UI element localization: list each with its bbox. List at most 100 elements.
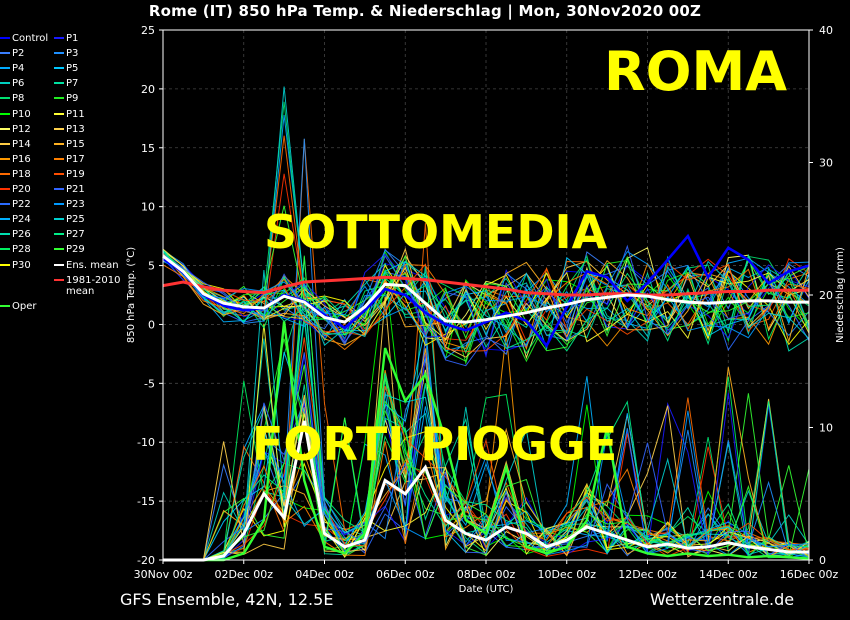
legend-swatch — [0, 203, 10, 206]
y2-tick-label-0: 40 — [819, 24, 833, 37]
x-axis-label: Date (UTC) — [459, 584, 514, 595]
temp-member-P11 — [162, 248, 810, 343]
legend-swatch — [0, 157, 10, 160]
legend-label: P17 — [66, 153, 85, 165]
legend-swatch — [0, 248, 10, 251]
legend-entry-oper: Oper — [0, 301, 36, 312]
legend-entry-p30: P30 — [0, 260, 31, 271]
legend-entry-p14: P14 — [0, 139, 31, 150]
legend-entry-control: Control — [0, 33, 48, 44]
y2-tick-label-1: 30 — [819, 157, 833, 170]
precip-member-P15 — [163, 348, 810, 561]
x-tick-label-5: 10Dec 00z — [537, 568, 596, 581]
legend-entry-p7: P7 — [54, 78, 78, 89]
x-tick-label-6: 12Dec 00z — [618, 568, 677, 581]
legend-entry-p2: P2 — [0, 48, 24, 59]
legend-swatch — [54, 127, 64, 130]
y-axis-label: 850 hPa Temp. (°C) — [126, 247, 137, 343]
legend-swatch — [54, 203, 64, 206]
temp-clim-mean-line — [162, 275, 809, 297]
legend-label: P27 — [66, 229, 85, 241]
x-tick-label-7: 14Dec 00z — [699, 568, 758, 581]
legend-entry-p29: P29 — [54, 244, 85, 255]
legend-label: P25 — [66, 214, 85, 226]
legend-entry-p27: P27 — [54, 229, 85, 240]
y2-tick-label-3: 10 — [819, 422, 833, 435]
legend-entry-p8: P8 — [0, 93, 24, 104]
legend-label: Oper — [12, 301, 37, 312]
legend-entry-p4: P4 — [0, 63, 24, 74]
y-axis-ticks: 25 20 15 10 5 0 -5 -10 -15 -20 — [137, 24, 163, 567]
precip-oper-line — [163, 321, 810, 562]
legend-label: P7 — [66, 78, 79, 90]
legend-label: P13 — [66, 123, 85, 135]
temp-member-P26 — [162, 256, 810, 352]
y-tick-label-8: -15 — [137, 495, 155, 508]
temp-member-P21 — [162, 244, 810, 367]
legend-entry-p25: P25 — [54, 214, 85, 225]
legend-swatch — [0, 263, 10, 266]
legend-swatch — [0, 218, 10, 221]
legend-swatch — [54, 172, 64, 175]
legend-swatch — [54, 67, 64, 70]
legend-label: P19 — [66, 168, 85, 180]
footer-model-info: GFS Ensemble, 42N, 12.5E — [120, 590, 334, 609]
precip-member-P29 — [163, 364, 810, 561]
legend-swatch — [0, 37, 10, 39]
x-tick-label-2: 04Dec 00z — [295, 568, 354, 581]
legend-label: P2 — [12, 48, 25, 60]
legend-swatch — [0, 142, 10, 145]
legend-swatch — [54, 37, 64, 39]
y-tick-label-7: -10 — [137, 436, 155, 449]
legend-entry-p3: P3 — [54, 48, 78, 59]
legend-swatch — [54, 188, 64, 190]
legend-entry-p16: P16 — [0, 154, 31, 165]
legend-entry-p6: P6 — [0, 78, 24, 89]
legend-entry-p10: P10 — [0, 109, 31, 120]
y2-axis-ticks: 40 30 20 10 0 — [809, 24, 833, 567]
legend-swatch — [0, 233, 10, 236]
legend-label: P8 — [12, 93, 25, 105]
legend-swatch — [54, 278, 64, 281]
legend-label: P10 — [12, 108, 31, 120]
legend-swatch — [0, 172, 10, 175]
overlay-sottomedia: SOTTOMEDIA — [264, 205, 608, 259]
y2-axis-label: Niederschlag (mm) — [835, 247, 846, 343]
legend-entry-p9: P9 — [54, 93, 78, 104]
legend-label: P4 — [12, 63, 25, 75]
precip-member-P17 — [163, 441, 810, 561]
footer-source: Wetterzentrale.de — [650, 590, 795, 609]
temp-member-P24 — [162, 257, 810, 352]
legend-label: P22 — [12, 199, 31, 211]
legend-swatch — [0, 188, 10, 190]
legend-entry-p1: P1 — [54, 33, 78, 44]
legend-label: P29 — [66, 244, 85, 256]
legend-label: P5 — [66, 63, 79, 75]
chart-title: Rome (IT) 850 hPa Temp. & Niederschlag |… — [148, 2, 702, 20]
legend-label: 1981-2010 mean — [66, 274, 121, 297]
temp-member-P25 — [162, 86, 810, 347]
y-tick-label-0: 25 — [141, 24, 155, 37]
legend-entry-p28: P28 — [0, 244, 31, 255]
legend-entry-p13: P13 — [54, 124, 85, 135]
legend-entry-1981-2010-mean: 1981-2010 mean — [54, 275, 132, 297]
legend-label: P11 — [66, 108, 85, 120]
y-tick-label-5: 0 — [148, 318, 155, 331]
temp-ens-mean-line — [162, 254, 809, 324]
legend-entry-p18: P18 — [0, 169, 31, 180]
legend-swatch — [0, 112, 10, 115]
legend-swatch — [54, 263, 64, 266]
temp-member-P29 — [162, 205, 810, 352]
legend-entry-p17: P17 — [54, 154, 85, 165]
legend-swatch — [54, 112, 64, 115]
temp-member-P9 — [162, 250, 810, 365]
x-tick-label-1: 02Dec 00z — [214, 568, 273, 581]
legend-swatch — [0, 52, 10, 55]
legend-label: P3 — [66, 48, 79, 60]
x-tick-label-4: 08Dec 00z — [457, 568, 516, 581]
precip-member-P3 — [163, 138, 810, 561]
overlay-forti-piogge: FORTI PIOGGE — [252, 417, 618, 471]
legend-entry-p12: P12 — [0, 124, 31, 135]
temp-member-P6 — [162, 253, 810, 343]
